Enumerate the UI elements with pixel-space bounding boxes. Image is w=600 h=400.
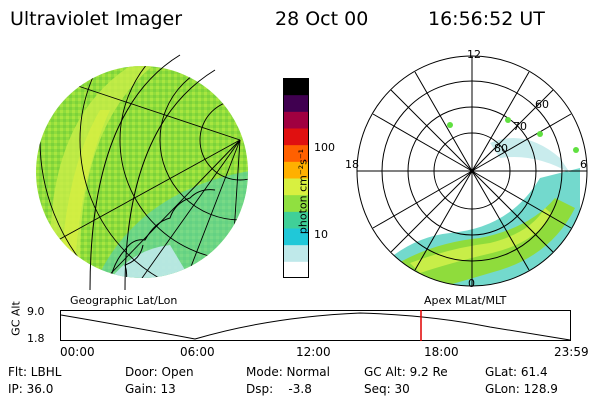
colorbar-swatch (283, 94, 309, 112)
colorbar-swatch (283, 228, 309, 246)
gc-alt-tick-top: 9.0 (27, 305, 45, 318)
polar-mlat-mlt-plot (356, 55, 588, 287)
geographic-globe-image (36, 54, 248, 291)
colorbar-swatch (283, 128, 309, 146)
time-label: 16:56:52 UT (428, 8, 545, 30)
time-tick-1800: 18:00 (424, 345, 459, 359)
colorbar-swatch (283, 144, 309, 162)
gc-alt-status: GC Alt: 9.2 Re (364, 365, 448, 379)
time-tick-0600: 06:00 (180, 345, 215, 359)
colorbar-swatch (283, 178, 309, 196)
polar-label-12: 12 (467, 48, 481, 61)
mode-status: Mode: Normal (246, 365, 330, 379)
colorbar-unit-label: photon cm⁻²s⁻¹ (296, 148, 310, 235)
colorbar-swatch (283, 261, 309, 278)
glon-status: GLon: 128.9 (485, 382, 558, 396)
gc-alt-tick-bottom: 1.8 (27, 332, 45, 345)
ip-status: IP: 36.0 (8, 382, 54, 396)
polar-label-0: 0 (468, 277, 475, 290)
date-label: 28 Oct 00 (275, 8, 369, 30)
colorbar-swatch (283, 211, 309, 229)
colorbar-swatch (283, 244, 309, 262)
flt-status: Flt: LBHL (8, 365, 62, 379)
time-tick-2359: 23:59 (554, 345, 589, 359)
dsp-status: Dsp: -3.8 (246, 382, 312, 396)
polar-label-18: 18 (345, 158, 359, 171)
geographic-panel-label: Geographic Lat/Lon (70, 294, 178, 307)
time-tick-0000: 00:00 (60, 345, 95, 359)
glat-status: GLat: 61.4 (485, 365, 548, 379)
colorbar-swatch (283, 111, 309, 129)
instrument-title: Ultraviolet Imager (10, 8, 183, 30)
gc-alt-timeline (60, 310, 571, 341)
polar-lat-label-80: 80 (494, 142, 508, 155)
gc-alt-axis-label: GC Alt (9, 301, 23, 336)
colorbar-swatch (283, 194, 309, 212)
colorbar-swatch (283, 161, 309, 179)
polar-lat-label-70: 70 (513, 120, 527, 133)
apex-panel-label: Apex MLat/MLT (424, 294, 507, 307)
polar-lat-label-60: 60 (535, 98, 549, 111)
time-tick-1200: 12:00 (296, 345, 331, 359)
gain-status: Gain: 13 (125, 382, 176, 396)
seq-status: Seq: 30 (364, 382, 410, 396)
door-status: Door: Open (125, 365, 194, 379)
polar-label-6: 6 (580, 158, 587, 171)
colorbar-tick-100: 100 (314, 141, 335, 154)
colorbar-swatch (283, 78, 309, 96)
colorbar (283, 78, 309, 278)
colorbar-tick-10: 10 (314, 228, 328, 241)
